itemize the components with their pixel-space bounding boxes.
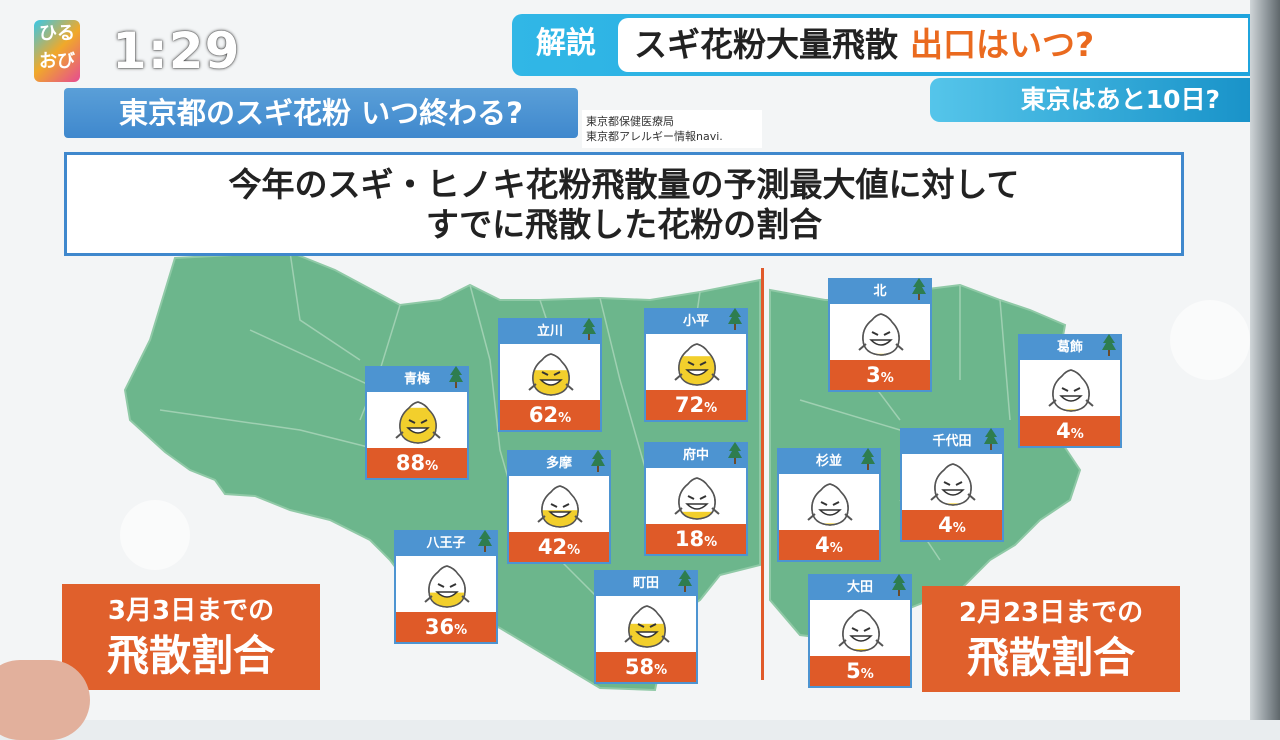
station-card-fuchu: 府中 18% <box>644 442 748 556</box>
station-percentage: 4% <box>902 510 1002 540</box>
pollen-mascot-icon <box>395 401 441 444</box>
cedar-tree-icon <box>449 366 463 388</box>
station-percentage: 58% <box>596 652 696 682</box>
station-card-ome: 青梅 88% <box>365 366 469 480</box>
panel-title: 東京都のスギ花粉 いつ終わる? <box>64 88 578 138</box>
cedar-tree-icon <box>892 574 906 596</box>
broadcast-clock: 1:29 <box>112 22 241 80</box>
pollen-mascot-icon <box>807 483 853 526</box>
cedar-tree-icon <box>728 308 742 330</box>
cedar-tree-icon <box>1102 334 1116 356</box>
pollen-mascot-icon <box>858 313 904 356</box>
pollen-mascot-icon <box>674 343 720 386</box>
station-name: 千代田 <box>902 430 1002 454</box>
station-percentage: 42% <box>509 532 609 562</box>
board-edge <box>1250 0 1280 720</box>
period-label-left: 3月3日までの 飛散割合 <box>62 584 320 690</box>
cedar-tree-icon <box>984 428 998 450</box>
panel-description: 今年のスギ・ヒノキ花粉飛散量の予測最大値に対して すでに飛散した花粉の割合 <box>64 152 1184 256</box>
pollen-mascot-icon <box>1048 369 1094 412</box>
channel-logo: ひる おび <box>34 20 80 82</box>
station-card-kita: 北 3% <box>828 278 932 392</box>
station-card-katsushika: 葛飾 4% <box>1018 334 1122 448</box>
cedar-tree-icon <box>678 570 692 592</box>
pollen-mascot-icon <box>624 605 670 648</box>
station-card-hachioji: 八王子 36% <box>394 530 498 644</box>
station-card-ota: 大田 5% <box>808 574 912 688</box>
station-percentage: 36% <box>396 612 496 642</box>
pollen-mascot-icon <box>528 353 574 396</box>
headline-plate <box>618 18 1248 72</box>
station-name: 小平 <box>646 310 746 334</box>
station-percentage: 88% <box>367 448 467 478</box>
station-percentage: 4% <box>779 530 879 560</box>
pollen-mascot-icon <box>424 565 470 608</box>
headline-tag: 解説 <box>536 26 596 61</box>
presenter-hand <box>0 660 90 740</box>
period-label-right: 2月23日までの 飛散割合 <box>922 586 1180 692</box>
pollen-mascot-icon <box>930 463 976 506</box>
station-card-tama: 多摩 42% <box>507 450 611 564</box>
cedar-tree-icon <box>728 442 742 464</box>
station-card-tachikawa: 立川 62% <box>498 318 602 432</box>
station-percentage: 72% <box>646 390 746 420</box>
station-percentage: 62% <box>500 400 600 430</box>
cedar-tree-icon <box>478 530 492 552</box>
headline-accent: 出口はいつ? <box>910 25 1095 64</box>
background-hexagon <box>120 500 190 570</box>
station-percentage: 4% <box>1020 416 1120 446</box>
headline-text: スギ花粉大量飛散 出口はいつ? <box>634 18 1094 72</box>
cedar-tree-icon <box>591 450 605 472</box>
data-source: 東京都保健医療局 東京都アレルギー情報navi. <box>582 110 762 148</box>
station-card-kodaira: 小平 72% <box>644 308 748 422</box>
station-card-machida: 町田 58% <box>594 570 698 684</box>
pollen-mascot-icon <box>674 477 720 520</box>
station-name: 府中 <box>646 444 746 468</box>
cedar-tree-icon <box>861 448 875 470</box>
cedar-tree-icon <box>912 278 926 300</box>
station-percentage: 5% <box>810 656 910 686</box>
station-percentage: 3% <box>830 360 930 390</box>
pollen-mascot-icon <box>537 485 583 528</box>
subheadline: 東京はあと10日? <box>930 78 1250 122</box>
station-card-chiyoda: 千代田 4% <box>900 428 1004 542</box>
cedar-tree-icon <box>582 318 596 340</box>
region-divider <box>761 268 764 680</box>
background-hexagon <box>1170 300 1250 380</box>
station-percentage: 18% <box>646 524 746 554</box>
headline-main: スギ花粉大量飛散 <box>634 25 898 64</box>
station-card-suginami: 杉並 4% <box>777 448 881 562</box>
pollen-mascot-icon <box>838 609 884 652</box>
